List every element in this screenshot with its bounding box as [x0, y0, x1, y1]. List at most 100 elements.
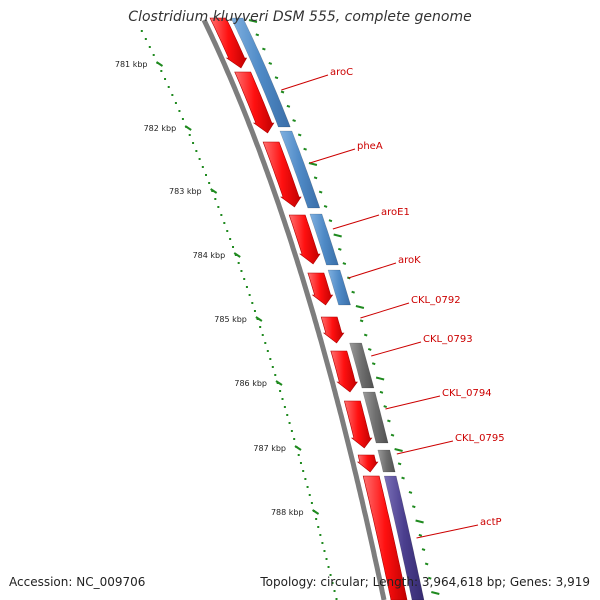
outer-tick [411, 505, 416, 509]
outer-tick [337, 247, 342, 251]
cog-block-ckl_0795 [377, 449, 396, 473]
scale-dot [144, 38, 147, 40]
scale-dot [279, 390, 282, 392]
outer-tick [268, 61, 273, 65]
cds-arrow [234, 71, 275, 134]
gene-label-ckl_0794[interactable]: CKL_0794 [442, 388, 492, 399]
scale-dot [321, 542, 324, 544]
outer-tick [363, 333, 368, 337]
scale-dot [335, 598, 338, 600]
kbp-major-tick [312, 509, 320, 515]
scale-dot [290, 430, 293, 432]
cog-block-aroe1 [309, 213, 339, 266]
outer-tick [313, 176, 318, 180]
scale-dot [140, 30, 143, 32]
outer-tick [421, 548, 426, 552]
gene-label-phea[interactable]: pheA [357, 141, 383, 152]
outer-tick [274, 76, 279, 80]
outer-tick [280, 90, 285, 94]
scale-dot [327, 566, 330, 568]
scale-dot [217, 206, 220, 208]
cds-arrow [320, 316, 345, 344]
scale-dot [317, 526, 320, 528]
cds-arrow [362, 475, 408, 600]
scale-dot [240, 270, 243, 272]
outer-tick [255, 33, 260, 37]
scale-dot [319, 534, 322, 536]
gene-label-ckl_0793[interactable]: CKL_0793 [423, 334, 473, 345]
kbp-major-tick [210, 188, 218, 194]
outer-tick [408, 490, 413, 494]
scale-dot [152, 54, 155, 56]
scale-dot [148, 46, 151, 48]
outer-tick [401, 476, 405, 480]
gene-label-ckl_0792[interactable]: CKL_0792 [411, 295, 461, 306]
scale-dot [297, 454, 300, 456]
scale-dot [308, 494, 311, 496]
outer-tick [359, 319, 364, 323]
scale-dot [243, 278, 246, 280]
kbp-label: 787 kbp [253, 444, 286, 453]
kbp-label: 784 kbp [193, 251, 226, 260]
outer-tick [418, 533, 423, 537]
cog-block-ckl_0793 [349, 342, 375, 389]
kbp-label: 788 kbp [271, 508, 304, 517]
outer-tick [342, 262, 347, 266]
outer-tick [262, 47, 266, 51]
scale-dot [164, 78, 167, 80]
scale-dot [248, 294, 251, 296]
outer-tick [383, 405, 388, 409]
outer-tick [351, 290, 355, 294]
scale-dot [223, 222, 226, 224]
gene-leader-line [348, 262, 397, 279]
cds-track [209, 17, 408, 600]
scale-dot [174, 102, 177, 104]
kbp-major-tick [275, 380, 283, 386]
scale-dot [195, 150, 198, 152]
genome-backbone [201, 18, 387, 600]
scale-dot [302, 470, 305, 472]
scale-dot [299, 462, 302, 464]
outer-tick [286, 104, 291, 108]
gene-label-actp[interactable]: actP [480, 517, 502, 528]
cds-arrow [330, 350, 358, 393]
scale-dot [178, 110, 181, 112]
scale-dot [220, 214, 223, 216]
scale-dot [283, 406, 286, 408]
outer-tick [424, 562, 429, 566]
kbp-major-tick [255, 316, 263, 322]
gene-label-aroc[interactable]: aroC [330, 67, 353, 78]
kbp-major-tick [294, 445, 302, 451]
scale-dot [304, 478, 307, 480]
outer-tick [431, 591, 440, 595]
outer-tick [387, 419, 391, 423]
scale-dot [251, 302, 254, 304]
outer-tick [292, 119, 296, 123]
scale-dot [329, 574, 332, 576]
outer-tick [367, 347, 372, 351]
outer-tick [248, 19, 258, 23]
outer-tick [318, 190, 323, 194]
cog-block-actp [383, 475, 425, 600]
scale-dot [331, 582, 334, 584]
cog-block-ckl_0794 [362, 391, 389, 444]
outer-tick [333, 233, 342, 238]
gene-label-ckl_0795[interactable]: CKL_0795 [455, 433, 505, 444]
gene-label-arok[interactable]: aroK [398, 255, 421, 266]
scale-dot [281, 398, 284, 400]
outer-tick [390, 433, 395, 437]
cog-block-aroc [230, 17, 291, 128]
kbp-label: 786 kbp [234, 379, 267, 388]
outer-tick [415, 519, 424, 524]
cds-arrow [307, 272, 334, 306]
cds-arrow [344, 400, 373, 449]
scale-dot [333, 590, 336, 592]
outer-tick [297, 133, 302, 137]
gene-leader-line [360, 302, 410, 319]
scale-dot [315, 518, 318, 520]
outer-tick [397, 462, 402, 466]
gene-leader-line [416, 524, 479, 539]
outer-tick [394, 448, 403, 452]
gene-label-aroe1[interactable]: aroE1 [381, 207, 410, 218]
scale-dot [192, 142, 195, 144]
